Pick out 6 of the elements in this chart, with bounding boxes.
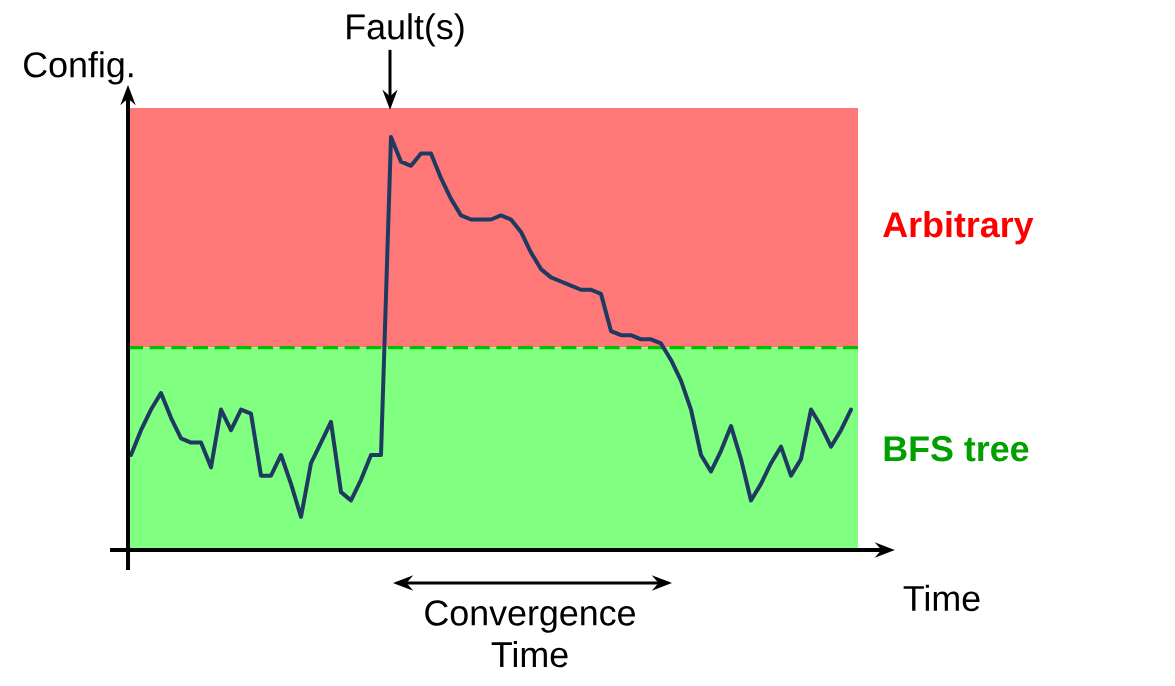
text: Fault(s) xyxy=(347,13,464,47)
y-axis-title: Config. xyxy=(24,51,133,85)
band-label: Arbitrary xyxy=(883,211,1034,245)
text: Convergence Time xyxy=(425,600,635,668)
band-label: BFS tree xyxy=(884,436,1029,462)
x-axis-title: Time xyxy=(903,584,980,612)
